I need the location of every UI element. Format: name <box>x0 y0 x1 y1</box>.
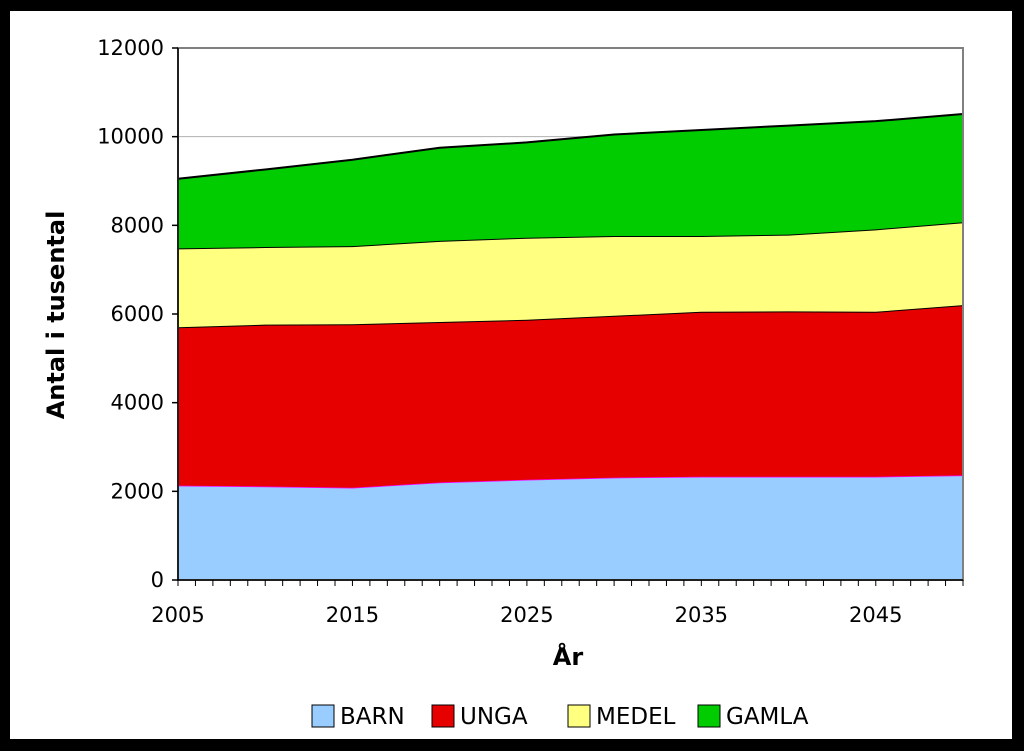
y-tick-label-6000: 6000 <box>111 302 164 326</box>
y-tick-label-2000: 2000 <box>111 479 164 503</box>
x-axis-title: År <box>553 642 584 671</box>
legend-label-barn: BARN <box>340 704 405 730</box>
x-tick-label-2035: 2035 <box>675 603 728 627</box>
legend-swatch-unga <box>431 704 455 728</box>
area-medel <box>178 222 963 328</box>
y-tick-label-12000: 12000 <box>97 36 164 60</box>
chart-frame: 0 2000 4000 6000 8000 10000 12000 2005 2015 2025 2… <box>10 11 1012 739</box>
area-edge-gamla <box>177 113 964 180</box>
x-tick-label-2025: 2025 <box>500 603 553 627</box>
legend-label-medel: MEDEL <box>596 704 676 730</box>
x-tick-label-2015: 2015 <box>326 603 379 627</box>
legend: BARN UNGA MEDEL GAMLA <box>311 704 809 730</box>
y-tick-label-4000: 4000 <box>111 391 164 415</box>
y-tick-label-10000: 10000 <box>97 125 164 149</box>
x-tick-label-2005: 2005 <box>151 603 204 627</box>
legend-label-unga: UNGA <box>460 704 528 730</box>
legend-label-gamla: GAMLA <box>726 704 809 730</box>
legend-swatch-gamla <box>697 704 721 728</box>
y-tick-label-8000: 8000 <box>111 213 164 237</box>
stacked-area-chart: 0 2000 4000 6000 8000 10000 12000 2005 2015 2025 2… <box>42 36 964 730</box>
x-tick-label-2045: 2045 <box>849 603 902 627</box>
area-unga <box>178 305 963 488</box>
y-tick-label-0: 0 <box>151 568 164 592</box>
y-axis-title: Antal i tusental <box>42 211 70 420</box>
area-gamla <box>178 114 963 249</box>
axes: 0 2000 4000 6000 8000 10000 12000 2005 2015 2025 2… <box>97 36 964 627</box>
area-barn <box>178 475 963 580</box>
legend-swatch-medel <box>567 704 591 728</box>
legend-swatch-barn <box>311 704 335 728</box>
area-series-group <box>177 113 964 580</box>
